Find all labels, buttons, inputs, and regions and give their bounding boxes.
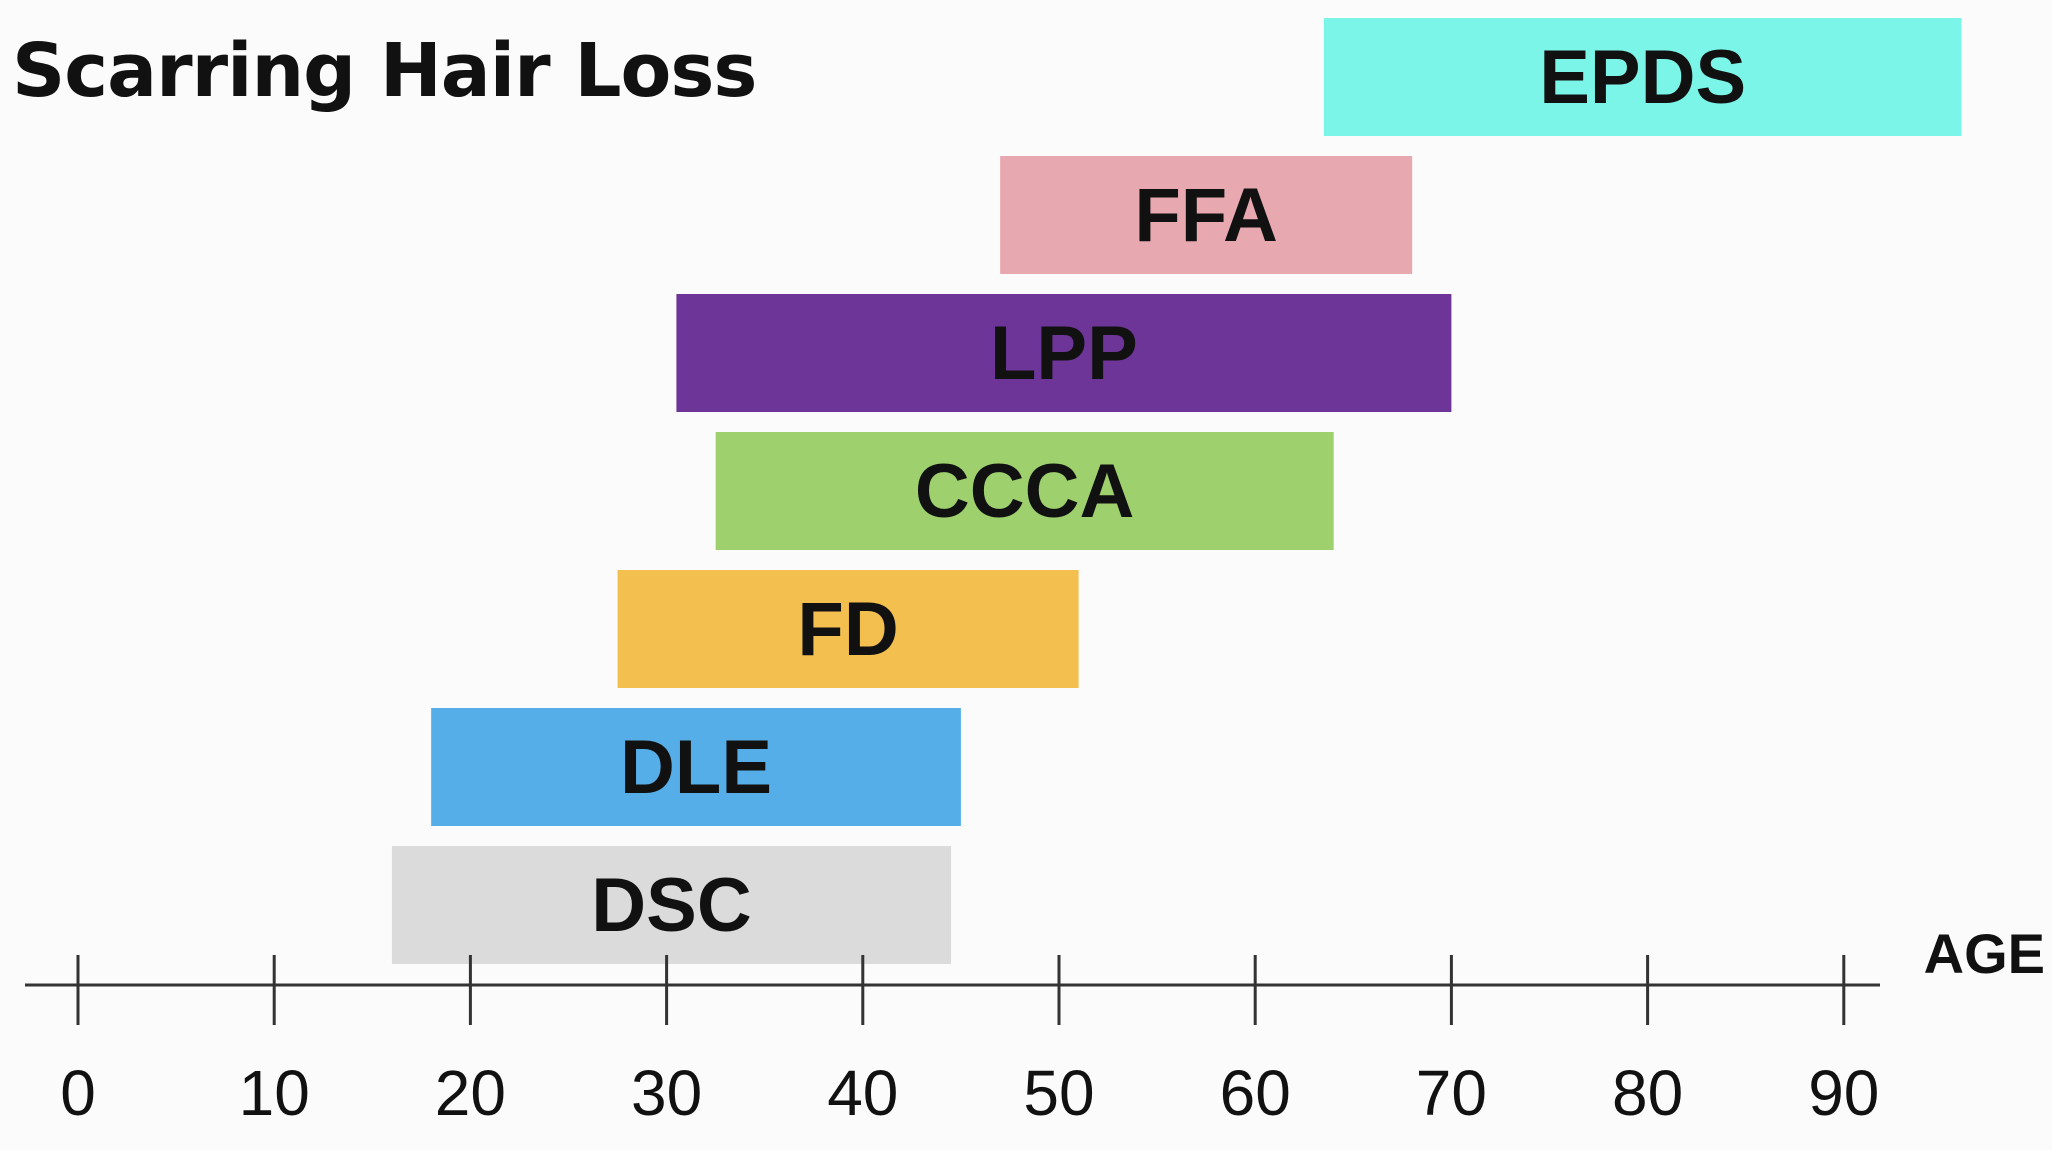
chart-title: Scarring Hair Loss (12, 28, 757, 114)
bar-ffa (1000, 156, 1413, 274)
bar-label-epds: EPDS (1539, 35, 1746, 120)
x-tick-label-70: 70 (1416, 1057, 1487, 1129)
bar-label-lpp: LPP (990, 311, 1138, 396)
x-tick-label-20: 20 (435, 1057, 506, 1129)
x-tick-label-60: 60 (1220, 1057, 1291, 1129)
x-tick-label-40: 40 (827, 1057, 898, 1129)
bar-epds (1323, 18, 1962, 136)
bar-dsc (391, 846, 952, 964)
bar-lpp (676, 294, 1452, 412)
x-tick-label-30: 30 (631, 1057, 702, 1129)
x-tick-label-10: 10 (239, 1057, 310, 1129)
bar-fd (617, 570, 1079, 688)
x-tick-label-90: 90 (1808, 1057, 1879, 1129)
bar-label-ffa: FFA (1134, 173, 1278, 258)
bar-label-dsc: DSC (591, 863, 751, 948)
bar-ccca (715, 432, 1334, 550)
x-tick-label-80: 80 (1612, 1057, 1683, 1129)
bar-label-ccca: CCCA (915, 449, 1135, 534)
x-tick-label-50: 50 (1023, 1057, 1094, 1129)
bar-label-fd: FD (797, 587, 898, 672)
bar-dle (431, 708, 961, 826)
x-axis-label: AGE (1924, 922, 2045, 985)
x-axis: 0 10 20 30 40 50 60 70 80 90 AGE (25, 922, 2045, 1129)
bar-label-dle: DLE (620, 725, 772, 810)
x-tick-label-0: 0 (60, 1057, 96, 1129)
